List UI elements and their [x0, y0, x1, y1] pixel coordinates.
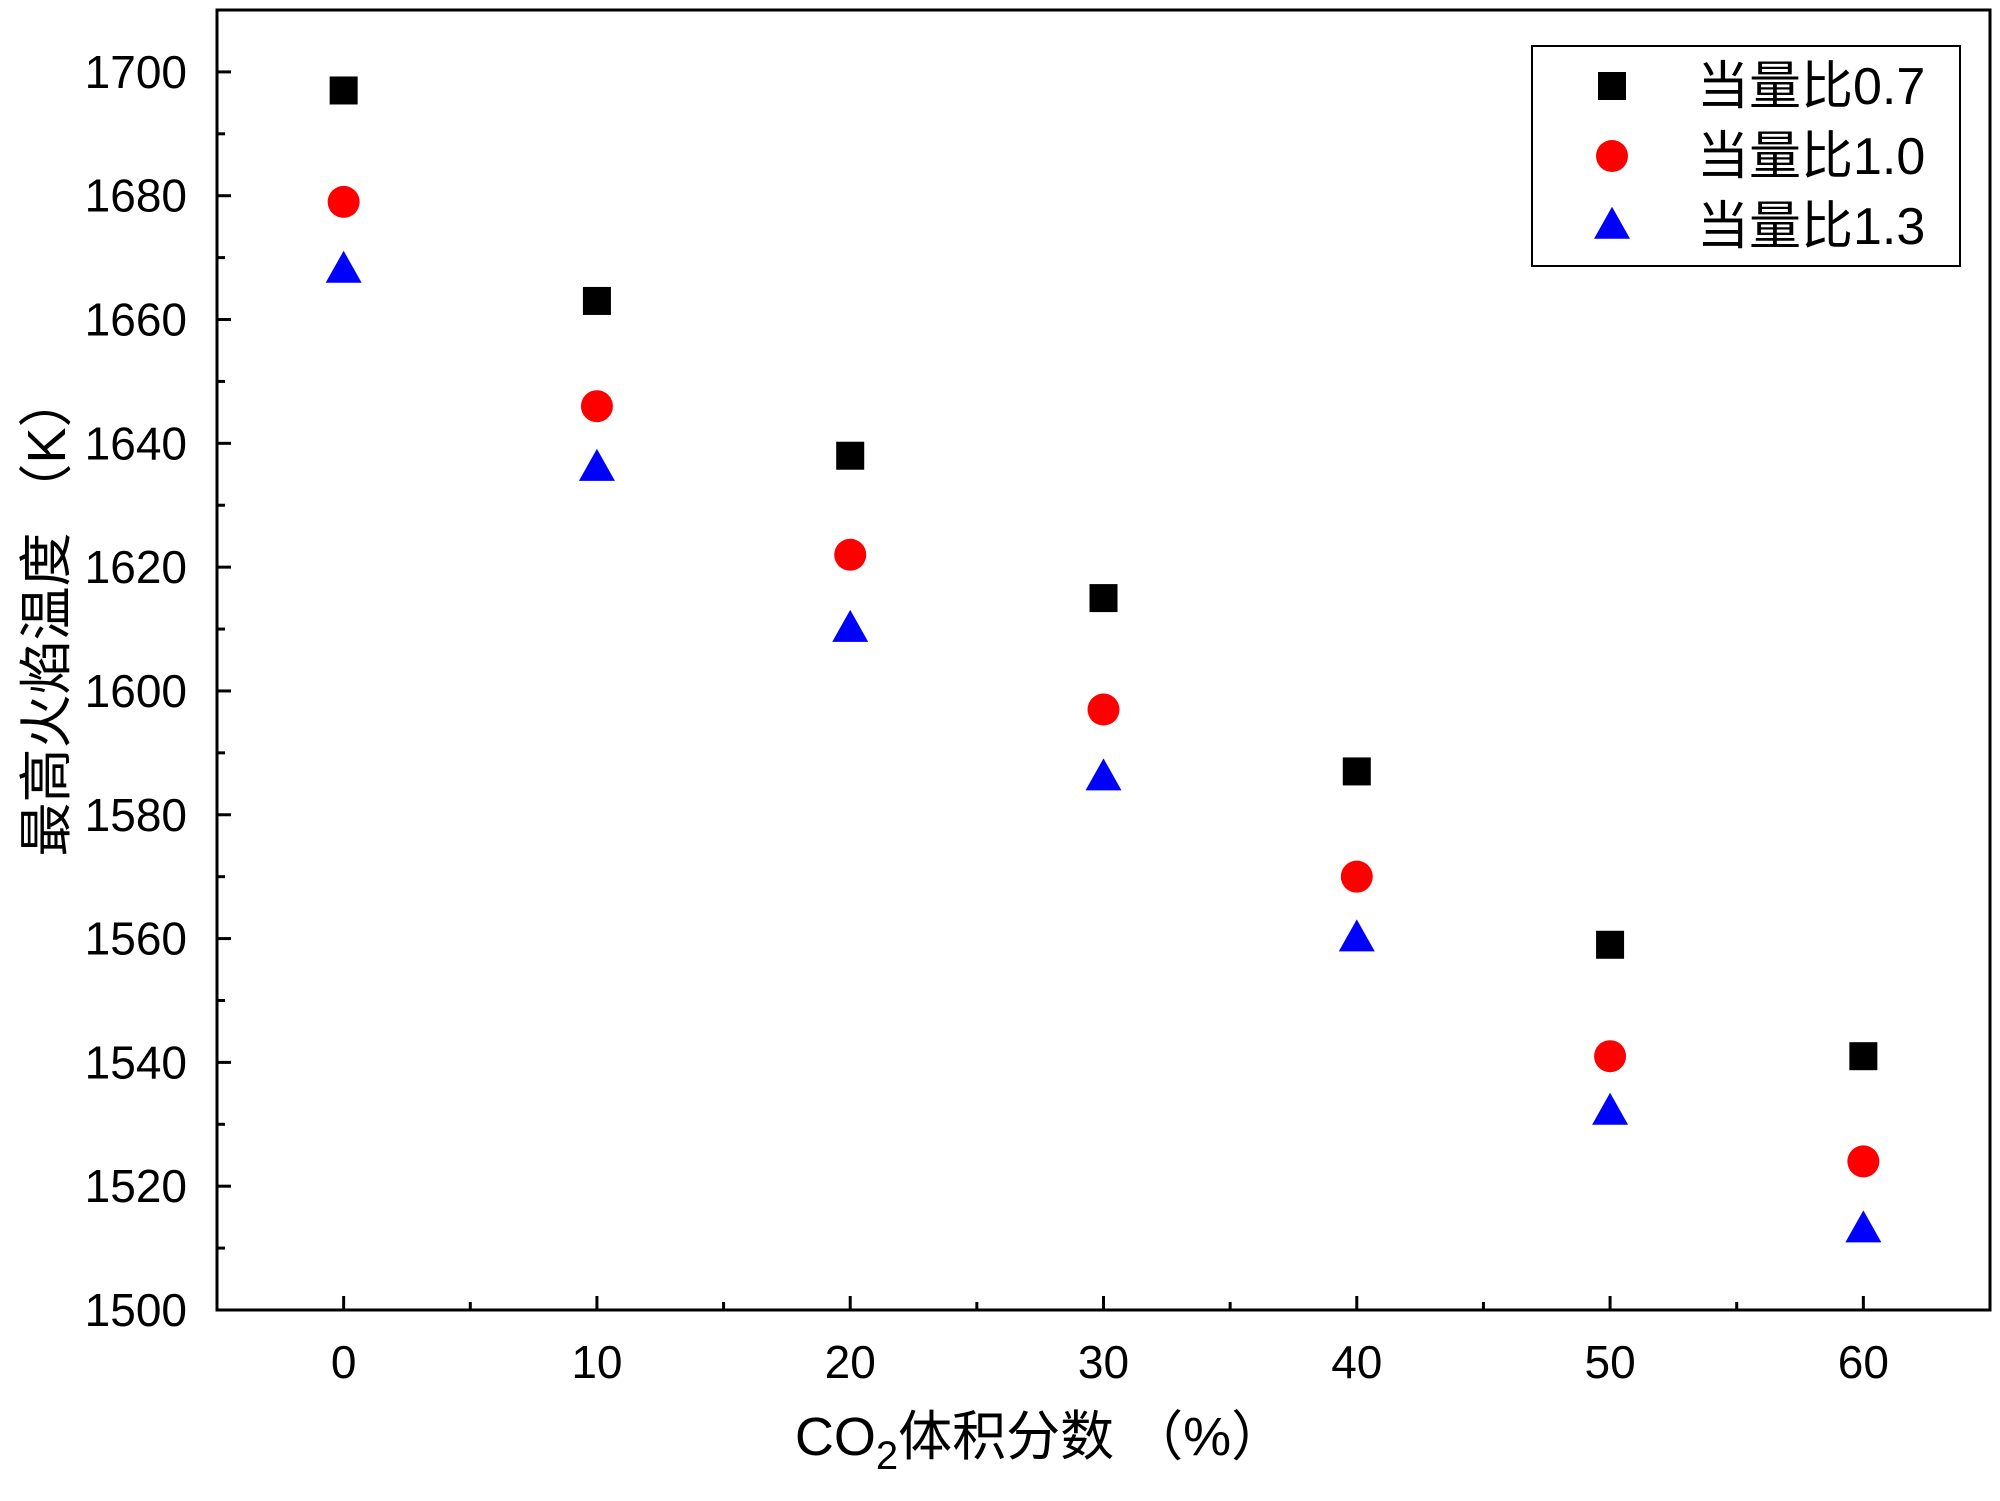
- y-tick-label: 1520: [85, 1160, 187, 1212]
- data-point-circle: [580, 390, 613, 423]
- data-point-triangle: [1592, 1092, 1629, 1125]
- y-tick-label: 1580: [85, 789, 187, 841]
- y-tick-label: 1680: [85, 170, 187, 222]
- x-tick-label: 20: [825, 1336, 876, 1388]
- data-point-triangle: [1338, 919, 1375, 952]
- data-point-square: [1089, 584, 1118, 613]
- x-axis-title-rest: 体积分数 （%）: [898, 1407, 1285, 1467]
- legend-marker-square: [1598, 72, 1626, 100]
- series-triangle: [325, 250, 1882, 1243]
- legend: 当量比0.7 当量比1.0 当量比1.3: [1531, 45, 1961, 267]
- series-square: [329, 76, 1878, 1071]
- data-point-square: [1342, 757, 1371, 786]
- x-tick-label: 60: [1838, 1336, 1889, 1388]
- legend-label: 当量比0.7: [1697, 58, 1925, 116]
- legend-item: 当量比0.7: [1598, 58, 1925, 116]
- x-tick-label: 10: [571, 1336, 622, 1388]
- data-point-triangle: [578, 448, 615, 481]
- y-axis-title: 最高火焰温度 （K）: [17, 373, 77, 856]
- data-point-square: [1596, 930, 1625, 959]
- legend-marker-triangle: [1594, 206, 1630, 239]
- x-axis: 0 10 20 30 40 50 60: [331, 1296, 1889, 1388]
- x-axis-title: CO2体积分数 （%）: [795, 1407, 1285, 1478]
- data-point-circle: [1340, 860, 1373, 893]
- x-axis-title-main: CO: [795, 1407, 876, 1467]
- legend-label: 当量比1.0: [1697, 128, 1925, 186]
- x-tick-label: 50: [1584, 1336, 1635, 1388]
- legend-item: 当量比1.3: [1594, 198, 1925, 256]
- series-circle: [327, 185, 1880, 1178]
- x-tick-label: 30: [1078, 1336, 1129, 1388]
- x-tick-label: 40: [1331, 1336, 1382, 1388]
- data-point-circle: [834, 538, 867, 571]
- data-point-square: [836, 441, 865, 470]
- y-tick-label: 1500: [85, 1284, 187, 1336]
- y-tick-label: 1600: [85, 665, 187, 717]
- data-point-square: [582, 286, 611, 315]
- data-point-square: [329, 76, 358, 105]
- legend-item: 当量比1.0: [1596, 128, 1925, 186]
- legend-label: 当量比1.3: [1697, 198, 1925, 256]
- y-tick-label: 1700: [85, 46, 187, 98]
- data-point-circle: [1087, 693, 1120, 726]
- data-point-triangle: [325, 250, 362, 283]
- x-tick-label: 0: [331, 1336, 357, 1388]
- y-tick-label: 1560: [85, 913, 187, 965]
- legend-marker-circle: [1596, 140, 1628, 172]
- data-point-circle: [327, 185, 360, 218]
- data-point-triangle: [1085, 758, 1122, 791]
- data-points: [325, 76, 1882, 1243]
- y-tick-label: 1660: [85, 294, 187, 346]
- data-point-triangle: [832, 609, 869, 642]
- data-point-square: [1849, 1042, 1878, 1071]
- data-point-circle: [1594, 1040, 1627, 1073]
- x-axis-title-subscript: 2: [876, 1434, 898, 1478]
- data-point-circle: [1847, 1145, 1880, 1178]
- y-tick-label: 1640: [85, 417, 187, 469]
- data-point-triangle: [1845, 1210, 1882, 1243]
- y-tick-label: 1540: [85, 1036, 187, 1088]
- y-tick-label: 1620: [85, 541, 187, 593]
- y-axis: 1500 1520 1540 1560 1580 1600 1620 1640 1660 1680…: [85, 46, 231, 1336]
